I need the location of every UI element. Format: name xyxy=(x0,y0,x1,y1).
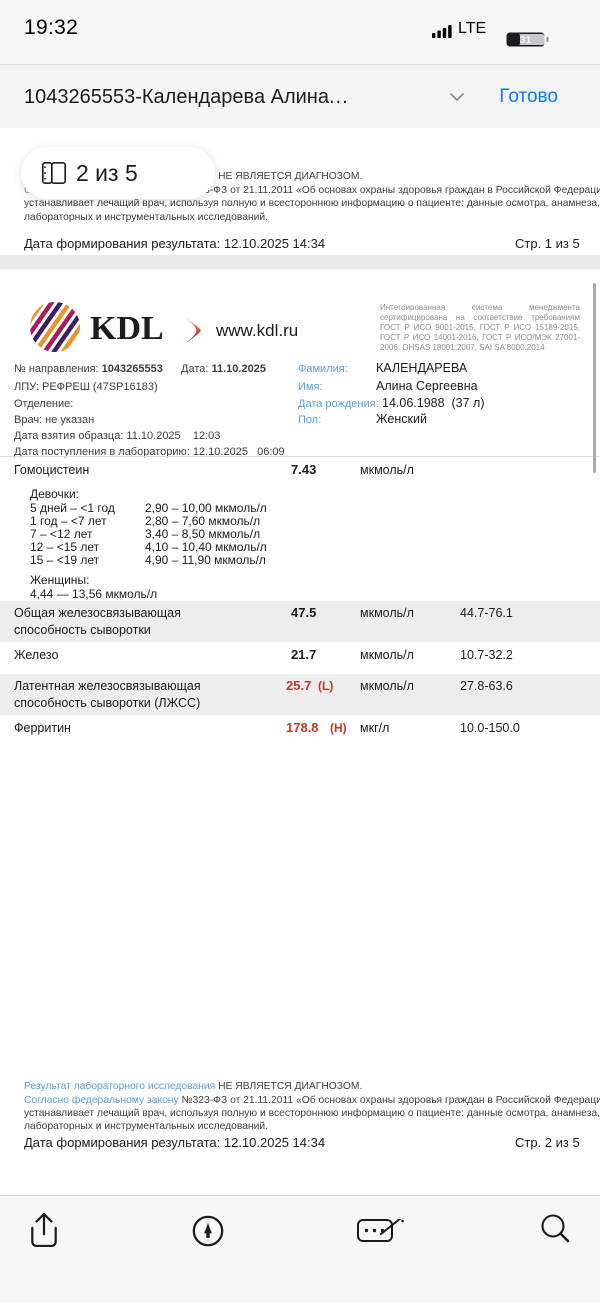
svg-text:31: 31 xyxy=(520,34,532,46)
